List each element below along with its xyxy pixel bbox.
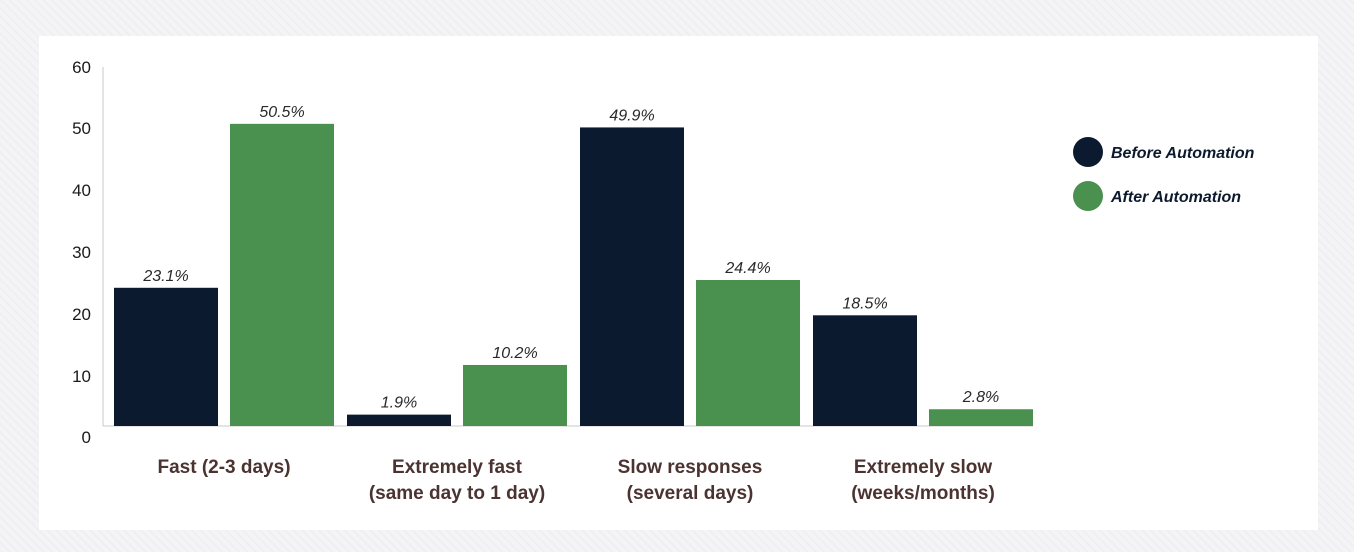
legend-label: Before Automation [1111, 145, 1255, 162]
y-tick-label: 30 [72, 243, 91, 262]
y-tick-label: 10 [72, 367, 91, 386]
y-tick-label: 40 [72, 181, 91, 200]
data-label: 10.2% [492, 345, 537, 362]
bar-before-0 [114, 287, 218, 426]
x-category-label: (same day to 1 day) [369, 483, 545, 504]
bar-before-3 [813, 315, 917, 426]
bar-after-1 [463, 364, 567, 426]
y-tick-label: 60 [72, 58, 91, 77]
bar-before-1 [347, 414, 451, 426]
data-label: 23.1% [142, 268, 188, 285]
y-tick-label: 50 [72, 119, 91, 138]
x-category-label: Slow responses [618, 457, 763, 478]
bar-after-3 [929, 409, 1033, 426]
data-label: 24.4% [724, 260, 770, 277]
x-category-label: Extremely slow [854, 457, 993, 478]
legend-swatch [1073, 137, 1103, 167]
y-tick-label: 0 [82, 428, 91, 447]
x-category-label: (weeks/months) [851, 483, 995, 504]
legend-label: After Automation [1110, 189, 1241, 206]
x-category-label: Fast (2-3 days) [157, 457, 290, 478]
bar-after-2 [696, 280, 800, 426]
legend-swatch [1073, 181, 1103, 211]
x-category-label: Extremely fast [392, 457, 523, 478]
y-tick-label: 20 [72, 305, 91, 324]
bar-before-2 [580, 127, 684, 426]
data-label: 18.5% [842, 295, 887, 312]
bar-after-0 [230, 123, 334, 426]
data-label: 49.9% [609, 107, 654, 124]
data-label: 1.9% [381, 395, 417, 412]
x-category-label: (several days) [627, 483, 754, 504]
data-label: 2.8% [962, 389, 999, 406]
data-label: 50.5% [259, 104, 304, 121]
